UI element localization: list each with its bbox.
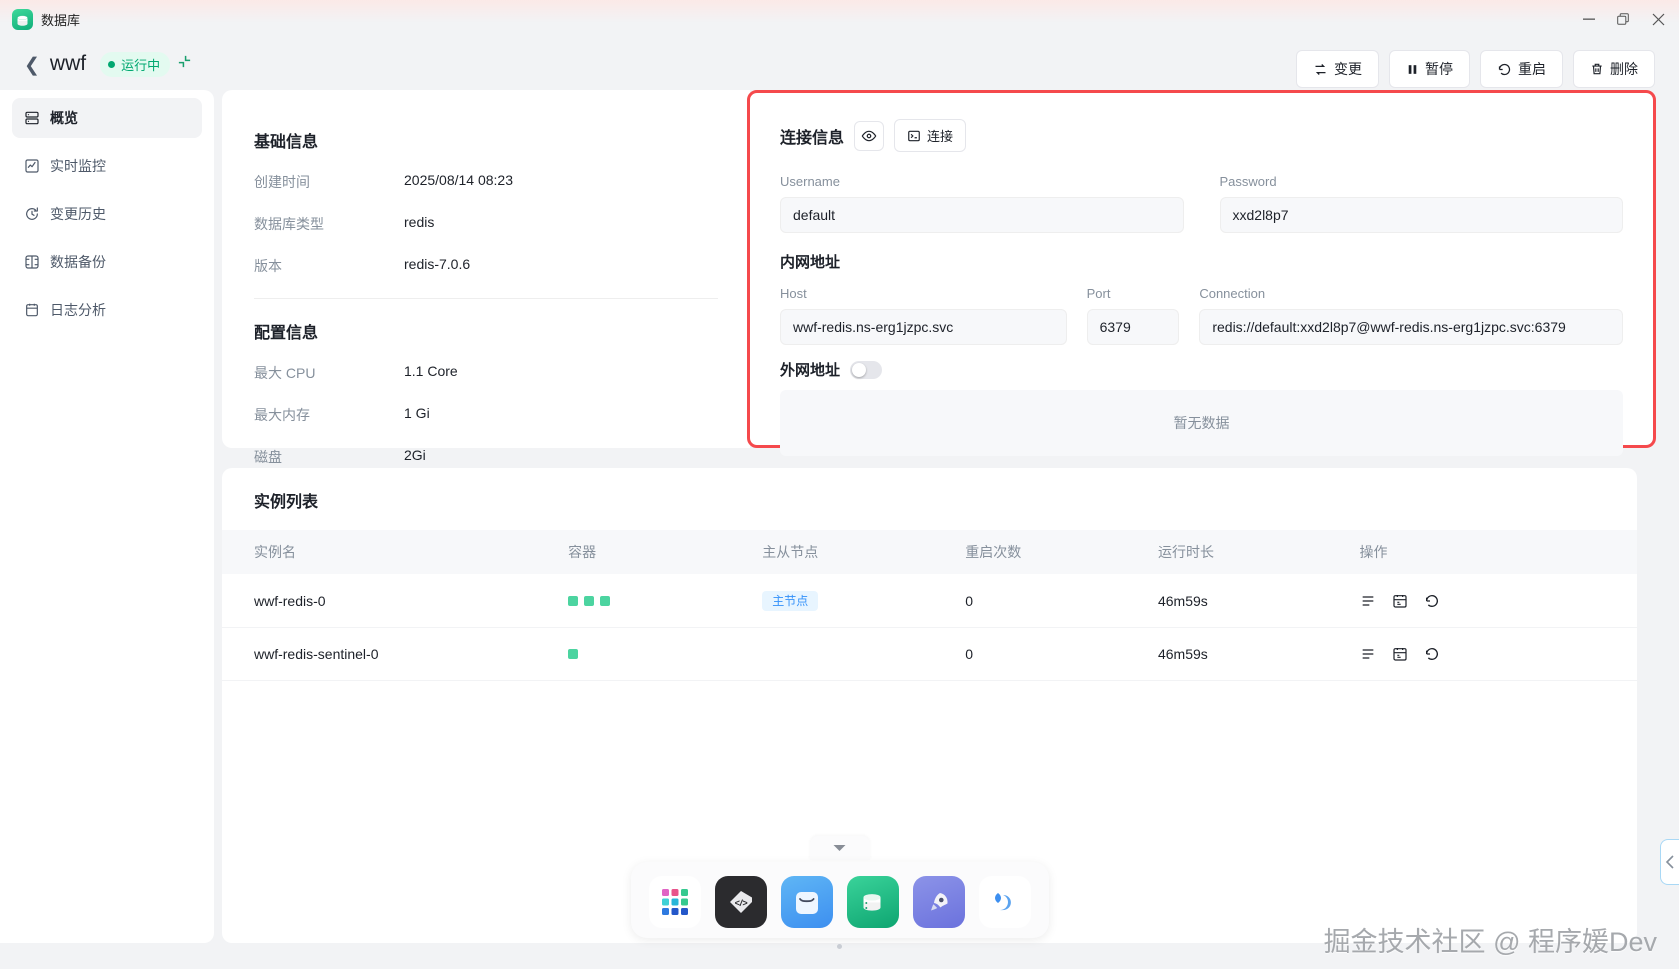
svg-text:</>: </>	[734, 898, 748, 908]
